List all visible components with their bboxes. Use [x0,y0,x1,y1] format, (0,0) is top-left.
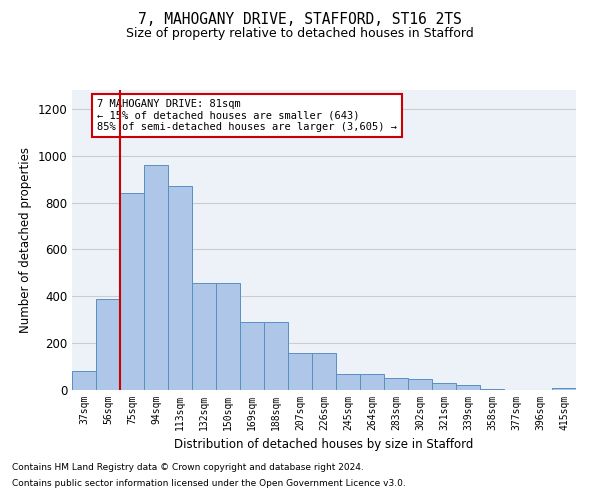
Bar [96,298,120,390]
Bar [288,352,312,390]
Text: Contains public sector information licensed under the Open Government Licence v3: Contains public sector information licen… [12,478,406,488]
Bar [552,388,576,390]
Bar [144,165,168,390]
Bar [432,383,456,390]
Text: 7, MAHOGANY DRIVE, STAFFORD, ST16 2TS: 7, MAHOGANY DRIVE, STAFFORD, ST16 2TS [138,12,462,28]
Bar [120,193,144,390]
Bar [312,352,336,390]
Bar [336,374,360,390]
Text: 7 MAHOGANY DRIVE: 81sqm
← 15% of detached houses are smaller (643)
85% of semi-d: 7 MAHOGANY DRIVE: 81sqm ← 15% of detache… [97,99,397,132]
Bar [480,389,504,390]
Text: Size of property relative to detached houses in Stafford: Size of property relative to detached ho… [126,28,474,40]
Bar [360,374,384,390]
Text: Contains HM Land Registry data © Crown copyright and database right 2024.: Contains HM Land Registry data © Crown c… [12,464,364,472]
Bar [384,378,408,390]
Bar [240,322,264,390]
Bar [264,322,288,390]
Bar [192,284,216,390]
Y-axis label: Number of detached properties: Number of detached properties [19,147,32,333]
Bar [216,284,240,390]
Bar [168,186,192,390]
X-axis label: Distribution of detached houses by size in Stafford: Distribution of detached houses by size … [175,438,473,452]
Bar [72,371,96,390]
Bar [408,380,432,390]
Bar [456,386,480,390]
